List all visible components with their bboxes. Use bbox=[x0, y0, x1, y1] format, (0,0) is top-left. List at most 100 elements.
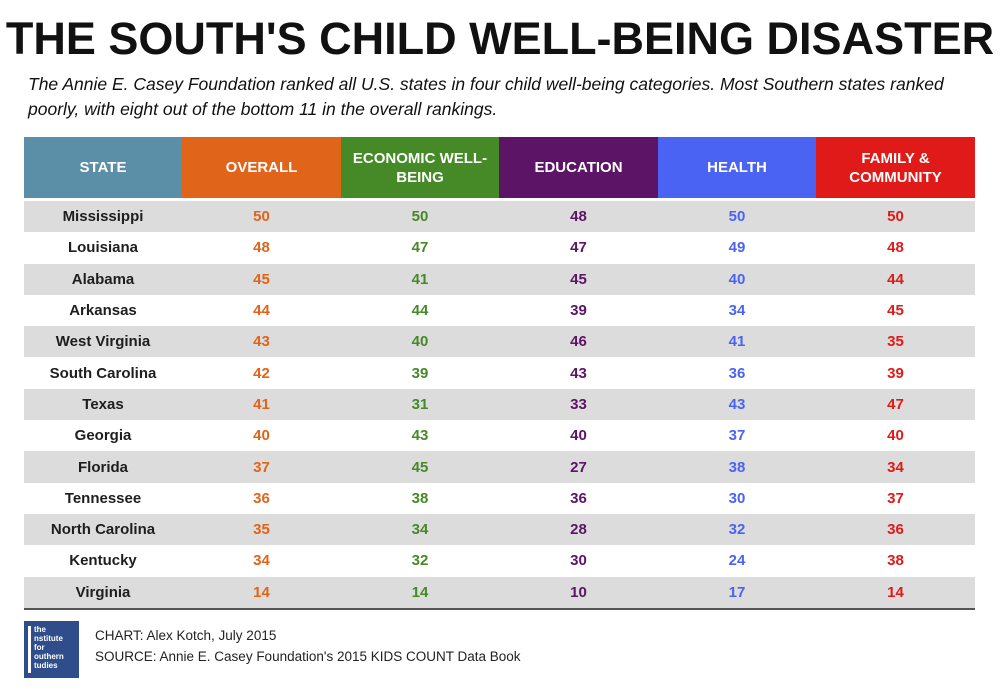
family-rank-cell: 45 bbox=[816, 294, 975, 327]
health-rank-cell: 24 bbox=[658, 545, 816, 577]
health-rank-cell: 17 bbox=[658, 576, 816, 610]
education-rank-cell: 46 bbox=[499, 326, 658, 358]
overall-rank-cell: 35 bbox=[182, 513, 341, 546]
economic-rank-cell: 40 bbox=[341, 326, 499, 358]
overall-rank-cell: 43 bbox=[182, 326, 341, 358]
state-cell: West Virginia bbox=[24, 326, 182, 358]
economic-rank-cell: 44 bbox=[341, 294, 499, 327]
education-rank-cell: 47 bbox=[499, 232, 658, 264]
column-header-overall: OVERALL bbox=[182, 137, 341, 201]
health-rank-cell: 34 bbox=[658, 294, 816, 327]
overall-rank-cell: 40 bbox=[182, 420, 341, 452]
education-rank-cell: 33 bbox=[499, 388, 658, 421]
state-cell: Texas bbox=[24, 388, 182, 421]
logo-line: tudies bbox=[34, 661, 58, 670]
table-header-row: STATE OVERALL ECONOMIC WELL-BEING EDUCAT… bbox=[24, 137, 975, 201]
family-rank-cell: 39 bbox=[816, 357, 975, 389]
education-rank-cell: 40 bbox=[499, 420, 658, 452]
institute-logo: the nstitute for outhern tudies bbox=[24, 621, 79, 678]
education-rank-cell: 39 bbox=[499, 294, 658, 327]
logo-line: nstitute bbox=[34, 634, 63, 643]
table-row: Arkansas 44 44 39 34 45 bbox=[24, 294, 975, 327]
health-rank-cell: 40 bbox=[658, 263, 816, 295]
table-row: Georgia 40 43 40 37 40 bbox=[24, 420, 975, 452]
education-rank-cell: 30 bbox=[499, 545, 658, 577]
table-body: Mississippi 50 50 48 50 50 Louisiana 48 47 47 49 48… bbox=[24, 199, 975, 610]
economic-rank-cell: 34 bbox=[341, 513, 499, 546]
health-rank-cell: 32 bbox=[658, 513, 816, 546]
column-header-family: FAMILY & COMMUNITY bbox=[816, 137, 975, 201]
table-row: Mississippi 50 50 48 50 50 bbox=[24, 199, 975, 233]
health-rank-cell: 50 bbox=[658, 199, 816, 233]
overall-rank-cell: 14 bbox=[182, 576, 341, 610]
overall-rank-cell: 45 bbox=[182, 263, 341, 295]
education-rank-cell: 27 bbox=[499, 451, 658, 483]
health-rank-cell: 37 bbox=[658, 420, 816, 452]
chart-subtitle: The Annie E. Casey Foundation ranked all… bbox=[28, 74, 944, 119]
table-row: Tennessee 36 38 36 30 37 bbox=[24, 482, 975, 514]
overall-rank-cell: 36 bbox=[182, 482, 341, 514]
family-rank-cell: 38 bbox=[816, 545, 975, 577]
state-cell: South Carolina bbox=[24, 357, 182, 389]
rankings-table: STATE OVERALL ECONOMIC WELL-BEING EDUCAT… bbox=[24, 137, 975, 610]
column-header-education: EDUCATION bbox=[499, 137, 658, 201]
family-rank-cell: 36 bbox=[816, 513, 975, 546]
overall-rank-cell: 44 bbox=[182, 294, 341, 327]
economic-rank-cell: 41 bbox=[341, 263, 499, 295]
table-row: Texas 41 31 33 43 47 bbox=[24, 388, 975, 421]
economic-rank-cell: 31 bbox=[341, 388, 499, 421]
overall-rank-cell: 37 bbox=[182, 451, 341, 483]
logo-line: for bbox=[34, 643, 45, 652]
column-header-state: STATE bbox=[24, 137, 182, 201]
family-rank-cell: 44 bbox=[816, 263, 975, 295]
health-rank-cell: 41 bbox=[658, 326, 816, 358]
overall-rank-cell: 34 bbox=[182, 545, 341, 577]
state-cell: Tennessee bbox=[24, 482, 182, 514]
health-rank-cell: 36 bbox=[658, 357, 816, 389]
state-cell: Kentucky bbox=[24, 545, 182, 577]
state-cell: Alabama bbox=[24, 263, 182, 295]
table-row: South Carolina 42 39 43 36 39 bbox=[24, 357, 975, 389]
education-rank-cell: 36 bbox=[499, 482, 658, 514]
economic-rank-cell: 32 bbox=[341, 545, 499, 577]
state-cell: Virginia bbox=[24, 576, 182, 610]
family-rank-cell: 47 bbox=[816, 388, 975, 421]
family-rank-cell: 48 bbox=[816, 232, 975, 264]
chart-title: THE SOUTH'S CHILD WELL-BEING DISASTER bbox=[5, 13, 995, 64]
education-rank-cell: 10 bbox=[499, 576, 658, 610]
overall-rank-cell: 50 bbox=[182, 199, 341, 233]
economic-rank-cell: 45 bbox=[341, 451, 499, 483]
table-row: Kentucky 34 32 30 24 38 bbox=[24, 545, 975, 577]
family-rank-cell: 40 bbox=[816, 420, 975, 452]
table-row: North Carolina 35 34 28 32 36 bbox=[24, 513, 975, 546]
family-rank-cell: 37 bbox=[816, 482, 975, 514]
logo-bar bbox=[28, 626, 31, 673]
family-rank-cell: 50 bbox=[816, 199, 975, 233]
state-cell: Georgia bbox=[24, 420, 182, 452]
health-rank-cell: 49 bbox=[658, 232, 816, 264]
health-rank-cell: 43 bbox=[658, 388, 816, 421]
education-rank-cell: 43 bbox=[499, 357, 658, 389]
column-header-health: HEALTH bbox=[658, 137, 816, 201]
column-header-economic: ECONOMIC WELL-BEING bbox=[341, 137, 499, 201]
economic-rank-cell: 14 bbox=[341, 576, 499, 610]
table-row: Louisiana 48 47 47 49 48 bbox=[24, 232, 975, 264]
overall-rank-cell: 42 bbox=[182, 357, 341, 389]
logo-line: the bbox=[34, 625, 46, 634]
state-cell: Mississippi bbox=[24, 199, 182, 233]
logo-line: outhern bbox=[34, 652, 64, 661]
table-row: Florida 37 45 27 38 34 bbox=[24, 451, 975, 483]
education-rank-cell: 45 bbox=[499, 263, 658, 295]
table-row: Alabama 45 41 45 40 44 bbox=[24, 263, 975, 295]
footer-credits: CHART: Alex Kotch, July 2015 SOURCE: Ann… bbox=[95, 625, 521, 667]
table-row: West Virginia 43 40 46 41 35 bbox=[24, 326, 975, 358]
economic-rank-cell: 38 bbox=[341, 482, 499, 514]
table-row: Virginia 14 14 10 17 14 bbox=[24, 576, 975, 610]
economic-rank-cell: 50 bbox=[341, 199, 499, 233]
chart-source: SOURCE: Annie E. Casey Foundation's 2015… bbox=[95, 649, 521, 664]
family-rank-cell: 34 bbox=[816, 451, 975, 483]
chart-credit: CHART: Alex Kotch, July 2015 bbox=[95, 628, 277, 643]
economic-rank-cell: 43 bbox=[341, 420, 499, 452]
overall-rank-cell: 48 bbox=[182, 232, 341, 264]
state-cell: North Carolina bbox=[24, 513, 182, 546]
